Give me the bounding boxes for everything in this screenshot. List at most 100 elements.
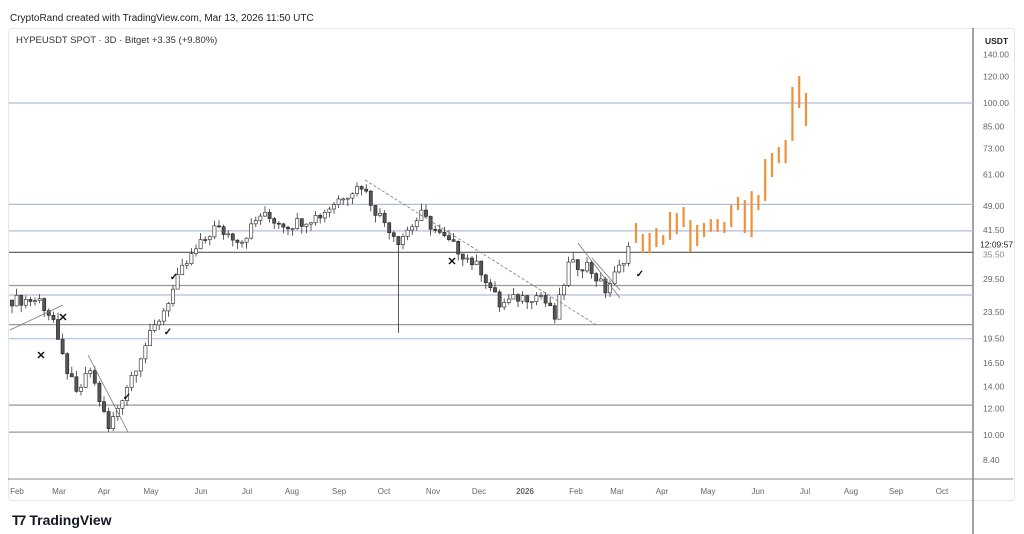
candle — [566, 261, 571, 286]
candle — [295, 218, 300, 229]
tradingview-logo[interactable]: T7 TradingView — [12, 512, 112, 528]
candle — [253, 220, 258, 225]
candle — [322, 211, 327, 219]
currency-label: USDT — [985, 36, 1009, 46]
price-tick-label: 61.00 — [983, 169, 1005, 179]
candle — [368, 190, 373, 206]
candle — [157, 320, 162, 326]
candle — [171, 288, 175, 304]
candle — [263, 212, 267, 217]
time-tick-label: Dec — [472, 487, 486, 496]
candle — [336, 198, 341, 205]
time-tick-label: Jun — [752, 487, 765, 496]
candle — [534, 295, 539, 302]
candle — [207, 236, 212, 240]
time-tick-label: Mar — [52, 487, 66, 496]
price-tick-label: 100.00 — [983, 98, 1009, 108]
candle — [511, 294, 516, 300]
candle — [258, 215, 263, 221]
candle — [184, 263, 189, 266]
candle — [14, 294, 19, 307]
candle — [152, 324, 157, 331]
time-tick-label: May — [700, 487, 715, 496]
candle — [608, 283, 612, 294]
brand-name: TradingView — [29, 512, 112, 528]
candle — [33, 300, 37, 302]
candle — [506, 298, 511, 303]
candle — [129, 375, 134, 388]
time-tick-label: Jul — [242, 487, 252, 496]
candle — [552, 305, 557, 320]
candle — [83, 373, 88, 388]
candle — [212, 225, 217, 238]
candle — [249, 223, 254, 239]
candle — [585, 262, 589, 272]
check-marker: ✓ — [636, 269, 644, 280]
candle — [465, 257, 470, 260]
candle — [120, 400, 125, 409]
candle — [318, 214, 323, 219]
price-tick-label: 29.50 — [983, 274, 1005, 284]
candle — [161, 310, 166, 322]
price-tick-label: 23.50 — [983, 307, 1005, 317]
candle — [42, 298, 47, 311]
candle — [92, 370, 97, 384]
time-tick-label: Oct — [378, 487, 391, 496]
candle — [612, 271, 617, 284]
time-tick-label: Mar — [610, 487, 624, 496]
candle — [221, 226, 226, 235]
candle — [617, 264, 622, 273]
candle — [378, 213, 382, 216]
candle — [410, 226, 415, 231]
symbol-legend[interactable]: HYPEUSDT SPOT · 3D · Bitget +3.35 (+9.80… — [16, 35, 218, 46]
candle — [304, 223, 309, 227]
candle — [10, 299, 14, 307]
candle — [299, 218, 304, 227]
candle — [111, 416, 116, 430]
candle — [437, 229, 442, 233]
candle — [447, 235, 451, 240]
trend-line — [9, 304, 64, 331]
current-price-label: 35.50 — [983, 249, 1005, 259]
price-tick-label: 8.40 — [983, 455, 1000, 465]
candle — [88, 370, 93, 374]
candle — [405, 229, 410, 237]
price-tick-label: 41.50 — [983, 225, 1005, 235]
candle — [479, 260, 484, 276]
price-tick-label: 140.00 — [983, 49, 1009, 59]
check-marker: ✓ — [123, 392, 131, 403]
candle — [433, 228, 438, 231]
time-tick-label: 2026 — [516, 487, 534, 496]
candle — [359, 186, 364, 190]
candle — [148, 330, 152, 346]
candle — [488, 282, 493, 288]
candle — [290, 228, 295, 230]
candle — [341, 198, 346, 201]
candle — [217, 225, 221, 228]
price-tick-label: 16.50 — [983, 358, 1005, 368]
candle — [594, 273, 599, 282]
time-tick-label: Apr — [98, 487, 111, 496]
trend-line — [591, 257, 621, 291]
cross-marker: ✕ — [447, 256, 456, 268]
candle — [166, 303, 171, 312]
candle — [203, 239, 208, 241]
candle — [355, 186, 359, 194]
candle — [460, 253, 465, 260]
candle — [589, 262, 594, 274]
cross-marker: ✕ — [36, 350, 45, 362]
candle — [272, 218, 277, 224]
price-tick-label: 120.00 — [983, 72, 1009, 82]
time-tick-label: Feb — [569, 487, 583, 496]
candle — [575, 259, 580, 270]
price-tick-label: 85.00 — [983, 121, 1005, 131]
candle — [125, 387, 129, 401]
candle — [621, 263, 626, 266]
candle — [134, 370, 139, 376]
time-tick-label: Sep — [889, 487, 904, 496]
candle — [391, 232, 396, 237]
candle — [276, 222, 281, 225]
bar-countdown-label: 12:09:57 — [980, 239, 1013, 249]
candle — [557, 294, 562, 320]
